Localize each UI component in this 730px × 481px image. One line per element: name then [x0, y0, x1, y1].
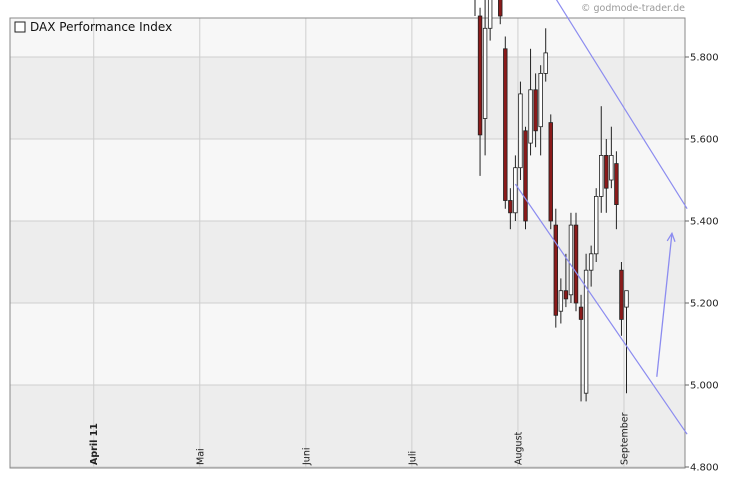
candle-body [477, 15, 483, 136]
grid-lines [10, 56, 685, 468]
month-label: Juni [301, 448, 312, 466]
candle [498, 0, 503, 25]
x-axis: April 11 Mai Juni Juli August September [89, 412, 630, 466]
y-tick-label: 5.000 [690, 381, 719, 392]
candle [583, 253, 589, 402]
candle-body [599, 154, 604, 197]
candle [487, 0, 493, 41]
y-tick-label: 5.400 [690, 217, 719, 228]
candle-body [513, 167, 518, 214]
month-label: August [513, 431, 524, 465]
candle-body [594, 195, 599, 255]
candle-body [619, 269, 624, 320]
candle-body [528, 89, 533, 144]
candle-body [533, 89, 538, 132]
candle [619, 262, 624, 336]
candle-body [548, 122, 553, 222]
month-label: Juli [407, 451, 418, 466]
legend-box-icon [14, 21, 26, 33]
candle [588, 245, 594, 287]
candle-body [498, 0, 503, 17]
background-band [10, 221, 685, 303]
candle [553, 208, 558, 328]
plot-frame [9, 17, 686, 469]
month-grid-lines [93, 18, 625, 468]
candle [614, 151, 619, 230]
arrow-head-icon [666, 231, 676, 242]
background-band [10, 385, 685, 467]
candle [594, 188, 599, 262]
candle [599, 106, 604, 213]
candle [474, 0, 476, 16]
channel-line [555, 0, 688, 210]
candle-body [604, 154, 609, 189]
candle [538, 65, 543, 156]
candle-body [588, 253, 594, 271]
candle-body [583, 269, 589, 394]
background-band [10, 57, 685, 139]
candle [609, 126, 614, 189]
y-tick-label: 5.800 [690, 53, 719, 64]
candle-body [558, 290, 564, 312]
candle-body [538, 73, 543, 128]
candle-body [553, 224, 558, 316]
candle [543, 28, 548, 82]
candle [573, 212, 579, 312]
candle-body [518, 93, 523, 169]
chart-title: DAX Performance Index [30, 20, 172, 34]
candle [513, 155, 518, 221]
candlestick-series [474, 0, 629, 402]
candle [558, 278, 564, 324]
candle [563, 253, 569, 308]
candle [578, 294, 584, 402]
y-tick-label: 5.200 [690, 299, 719, 310]
candle-body [563, 290, 569, 300]
y-tick-label: 5.600 [690, 135, 719, 146]
candle [568, 212, 574, 303]
candle [503, 36, 508, 209]
candle [528, 48, 533, 156]
y-tick-label: 4.800 [690, 463, 719, 474]
candle [508, 188, 513, 230]
channel-line [514, 183, 688, 435]
month-label: September [619, 412, 630, 465]
candle-body [487, 0, 493, 29]
background-bands [10, 18, 685, 468]
candle [482, 0, 488, 156]
arrow-line [656, 233, 673, 377]
candle-body [543, 52, 548, 74]
month-label: Mai [195, 448, 206, 465]
candle-body [568, 224, 574, 296]
candle-body [614, 163, 619, 206]
trend-channel [514, 0, 688, 435]
candle-body [573, 224, 579, 304]
source-label: © godmode-trader.de [581, 3, 685, 14]
candle-body [503, 48, 508, 201]
candle [548, 114, 553, 230]
y-axis: 7.8007.6007.4007.2007.0006.8006.6006.400… [685, 53, 719, 474]
candle [477, 7, 483, 176]
month-label: April 11 [89, 423, 100, 465]
candle-body [482, 27, 488, 119]
candle [533, 73, 538, 148]
candle [604, 139, 609, 213]
candle-body [508, 200, 513, 214]
candle-body [578, 306, 584, 320]
candle [518, 81, 523, 180]
candle [523, 126, 528, 230]
candle-body [624, 290, 629, 308]
candle [624, 290, 629, 394]
candle-body [609, 154, 614, 181]
candle-body [523, 130, 528, 222]
